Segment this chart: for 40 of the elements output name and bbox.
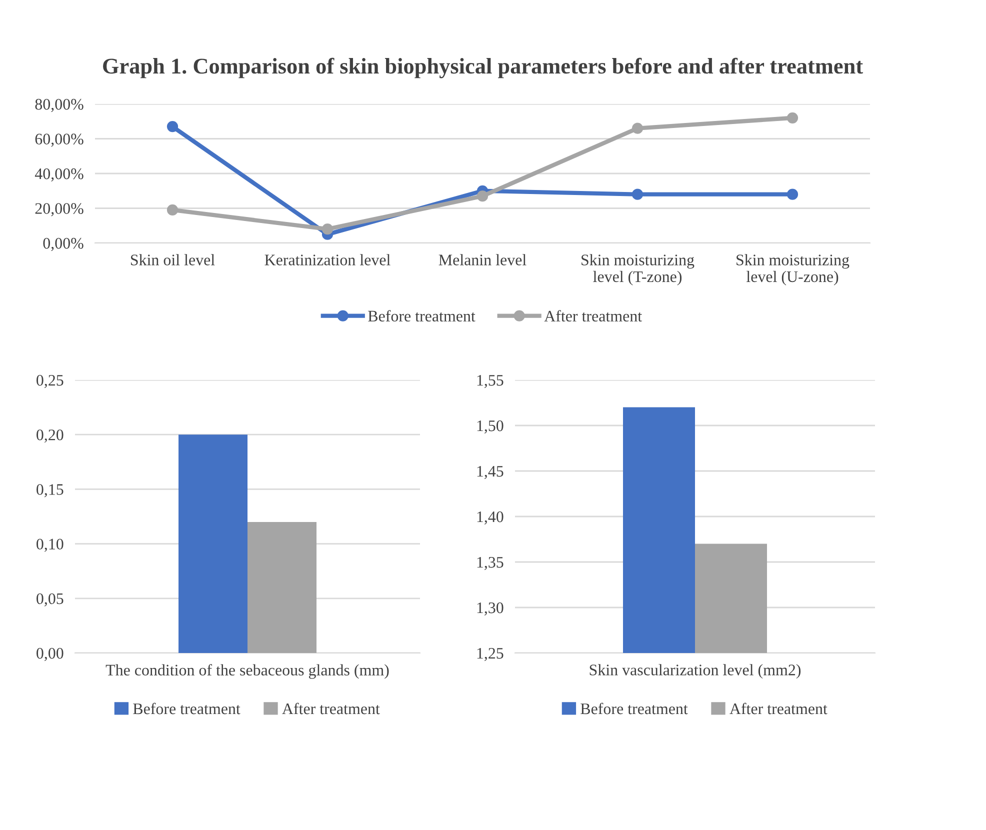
y-tick-label: 0,10 [36, 538, 64, 552]
x-tick-label: Skin moisturizing level (T-zone) [582, 254, 694, 286]
y-tick-label: 0,00 [36, 648, 64, 661]
x-tick-label: Skin vascularization level (mm2) [590, 664, 801, 679]
x-tick-label: Skin oil level [130, 254, 215, 266]
point [476, 190, 488, 202]
y-tick-label: 1,40 [477, 511, 504, 524]
point [322, 224, 334, 235]
y-tick-label: 0,15 [36, 484, 64, 498]
y-tick-label: 0,00% [43, 238, 84, 251]
point [786, 188, 798, 200]
point [632, 122, 644, 134]
point [166, 204, 178, 216]
y-tick-label: 1,35 [477, 556, 504, 570]
y-tick-label: 40,00% [34, 168, 84, 182]
point [166, 121, 178, 132]
legend-label: Before treatment [580, 702, 688, 714]
chart-title: Graph 1. Comparison of skin biophysical parameters before and after treatment [103, 58, 863, 78]
y-tick-label: 1,25 [477, 648, 504, 661]
y-tick-label: 60,00% [35, 134, 84, 147]
legend-label: After treatment [544, 310, 642, 322]
y-tick-label: 20,00% [35, 203, 84, 216]
y-tick-label: 1,45 [477, 466, 504, 479]
x-tick-label: The condition of the sebaceous glands (mm) [106, 664, 389, 679]
y-tick-label: 0,20 [36, 430, 64, 443]
legend-label: After treatment [282, 702, 380, 714]
y-tick-label: 80,00% [35, 98, 84, 112]
legend-label: After treatment [730, 702, 828, 714]
point [632, 188, 644, 200]
legend-label: Before treatment [133, 702, 240, 714]
y-tick-label: 0,25 [36, 374, 64, 388]
point [786, 112, 798, 124]
legend-label: Before treatment [368, 310, 476, 322]
x-tick-label: Melanin level [438, 254, 526, 266]
y-tick-label: 0,05 [36, 593, 64, 606]
x-tick-label: Keratinization level [264, 254, 390, 266]
y-tick-label: 1,30 [477, 602, 504, 616]
x-tick-label: Skin moisturizing level (U-zone) [736, 254, 850, 286]
y-tick-label: 1,55 [477, 374, 504, 388]
y-tick-label: 1,50 [477, 420, 504, 434]
